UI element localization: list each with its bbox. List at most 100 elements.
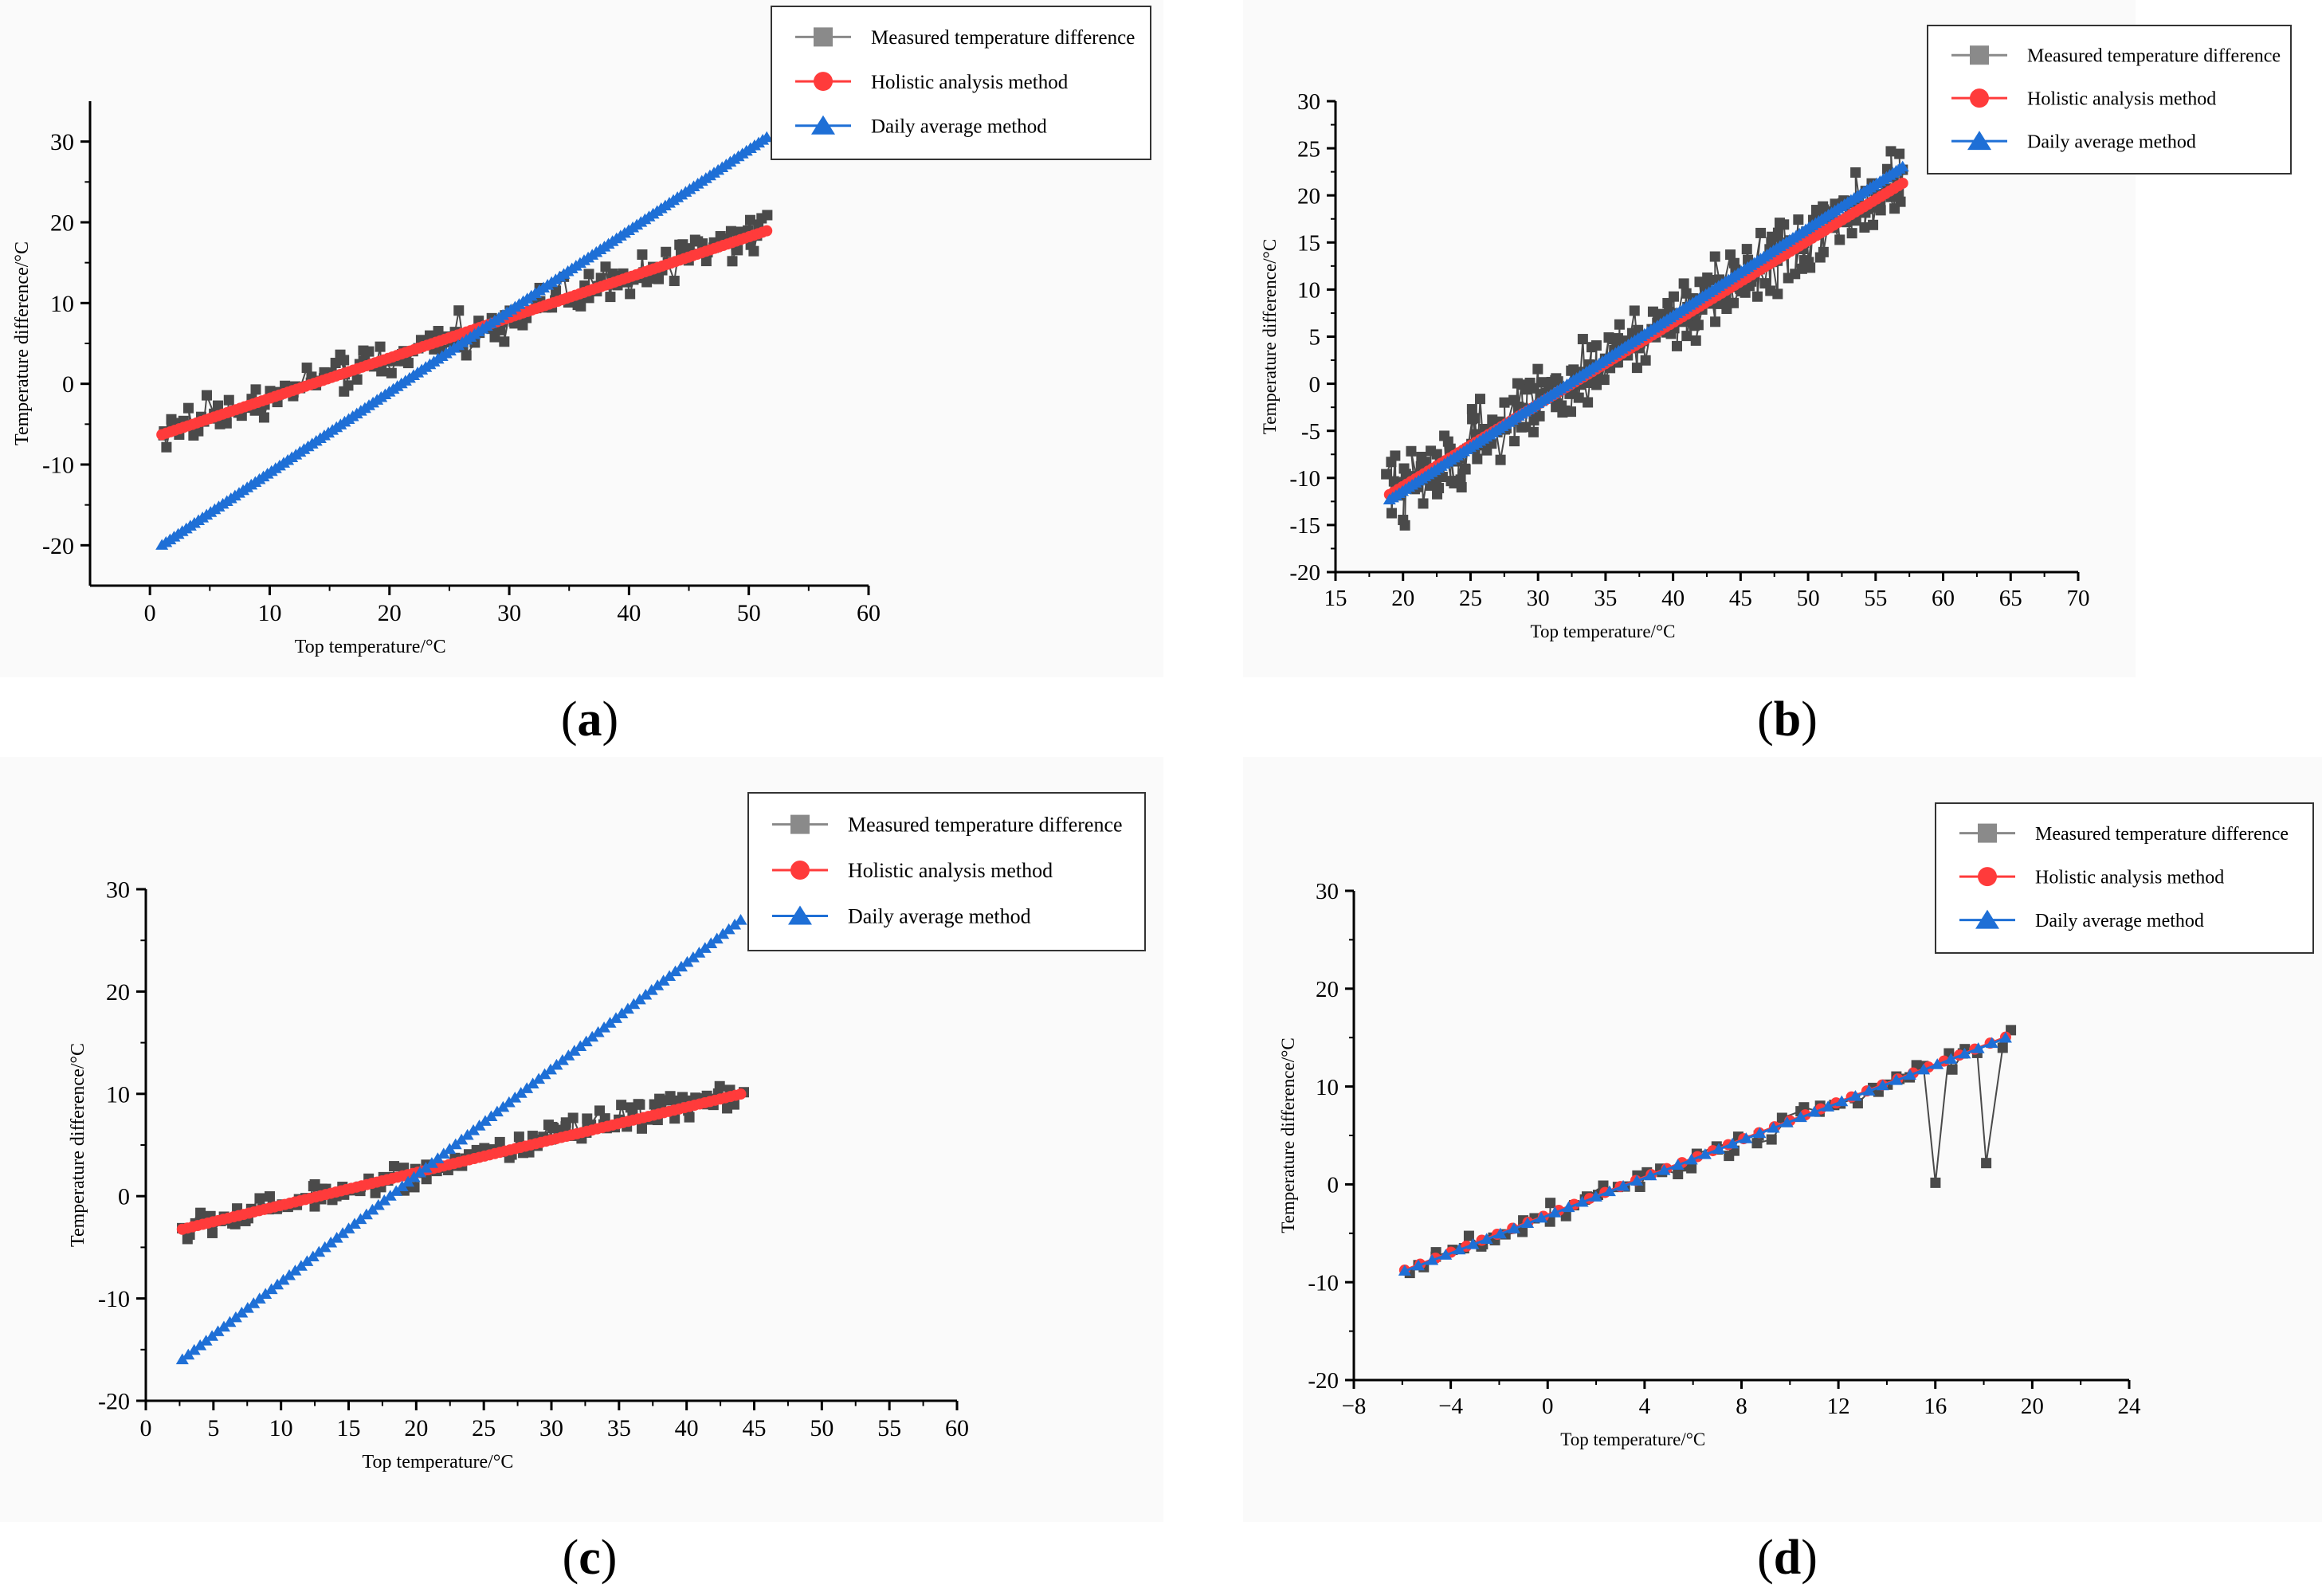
measured-point (637, 249, 648, 260)
legend-label-holistic: Holistic analysis method (2035, 868, 2224, 888)
daily-point (1657, 1164, 1671, 1175)
measured-point (221, 418, 232, 429)
measured-point (499, 336, 510, 347)
daily-point (704, 937, 718, 948)
daily-point (591, 1025, 605, 1037)
daily-point (1780, 1116, 1794, 1127)
x-tick-label: −4 (1438, 1394, 1463, 1419)
x-tick-label: 25 (472, 1415, 496, 1441)
daily-point (402, 1175, 415, 1187)
caption-d: (d) (1757, 1531, 1818, 1585)
daily-point (562, 1049, 575, 1061)
daily-point (1698, 1148, 1712, 1159)
daily-point (366, 1203, 379, 1215)
legend-box (747, 792, 1146, 951)
measured-point (1455, 474, 1466, 485)
x-tick-label: 40 (675, 1415, 699, 1441)
daily-point (455, 1133, 469, 1145)
y-tick-label: 20 (1316, 977, 1339, 1002)
x-tick-label: 12 (1827, 1394, 1850, 1419)
measured-point (513, 1131, 524, 1143)
legend-marker-daily (1975, 909, 1999, 929)
measured-point (551, 285, 562, 296)
measured-point (1818, 246, 1829, 257)
daily-point (390, 1185, 403, 1196)
daily-point (1685, 1153, 1698, 1165)
daily-point (1493, 1227, 1507, 1239)
daily-point (354, 1213, 367, 1225)
daily-point (484, 1110, 498, 1122)
x-tick-label: 0 (140, 1415, 152, 1441)
measured-point (161, 441, 172, 453)
daily-point (567, 1045, 581, 1056)
measured-point (1981, 1158, 1992, 1169)
measured-point (684, 1112, 695, 1123)
x-tick-label: 20 (404, 1415, 428, 1441)
measured-point (1681, 331, 1692, 342)
daily-point (461, 1128, 474, 1140)
daily-point (413, 1166, 426, 1178)
y-tick-label: -20 (98, 1389, 130, 1415)
x-tick-label: 15 (1324, 586, 1347, 611)
measured-point (1640, 355, 1651, 366)
measured-point (1499, 397, 1510, 408)
measured-point (567, 1112, 579, 1123)
x-tick-label: 40 (1661, 586, 1685, 611)
measured-point (1472, 453, 1483, 465)
daily-point (223, 1316, 237, 1327)
x-tick-label: 25 (1459, 586, 1482, 611)
y-tick-label: 30 (1297, 89, 1320, 115)
legend-label-holistic: Holistic analysis method (871, 72, 1069, 93)
daily-point (318, 1241, 331, 1253)
measured-point (653, 273, 665, 284)
measured-point (494, 324, 505, 335)
y-axis-title: Temperature difference/°C (68, 1043, 88, 1247)
x-tick-label: 45 (743, 1415, 767, 1441)
measured-point (389, 1161, 400, 1172)
y-axis-title: Temperature difference/°C (12, 241, 33, 445)
daily-point (1985, 1037, 1998, 1049)
measured-point (1766, 1134, 1777, 1145)
x-tick-label: 30 (539, 1415, 563, 1441)
daily-point (371, 1198, 385, 1210)
measured-point (1532, 363, 1543, 374)
measured-point (1517, 1226, 1528, 1237)
measured-point (1390, 450, 1401, 461)
x-tick-label: 20 (378, 600, 402, 626)
daily-point (722, 923, 735, 935)
measured-point (461, 350, 472, 361)
daily-point (1944, 1053, 1958, 1065)
daily-point (1740, 1132, 1753, 1143)
measured-point (1772, 288, 1783, 300)
daily-point (419, 1161, 433, 1173)
x-tick-label: 65 (1999, 586, 2022, 611)
measured-point (207, 1227, 218, 1238)
measured-point (1418, 498, 1429, 509)
measured-point (182, 402, 194, 414)
x-tick-label: 24 (2118, 1394, 2142, 1419)
measured-point (1524, 378, 1536, 389)
daily-point (609, 1012, 622, 1023)
measured-point (744, 214, 755, 225)
y-tick-label: 30 (50, 129, 74, 155)
daily-point (579, 1035, 593, 1047)
daily-point (621, 1002, 634, 1014)
x-tick-label: 40 (617, 600, 641, 626)
daily-point (1835, 1095, 1849, 1107)
daily-point (710, 932, 724, 944)
x-tick-label: 4 (1639, 1394, 1651, 1419)
measured-point (351, 374, 363, 385)
daily-point (1849, 1089, 1862, 1101)
x-axis-title: Top temperature/°C (363, 1452, 514, 1472)
measured-point (254, 1193, 265, 1204)
legend-marker-measured (814, 27, 833, 47)
x-tick-label: 16 (1924, 1394, 1947, 1419)
y-tick-label: 0 (1328, 1173, 1339, 1198)
measured-point (1431, 449, 1442, 460)
y-tick-label: -10 (42, 453, 74, 479)
daily-point (259, 1288, 273, 1299)
daily-point (277, 1273, 290, 1285)
daily-point (271, 1278, 284, 1290)
